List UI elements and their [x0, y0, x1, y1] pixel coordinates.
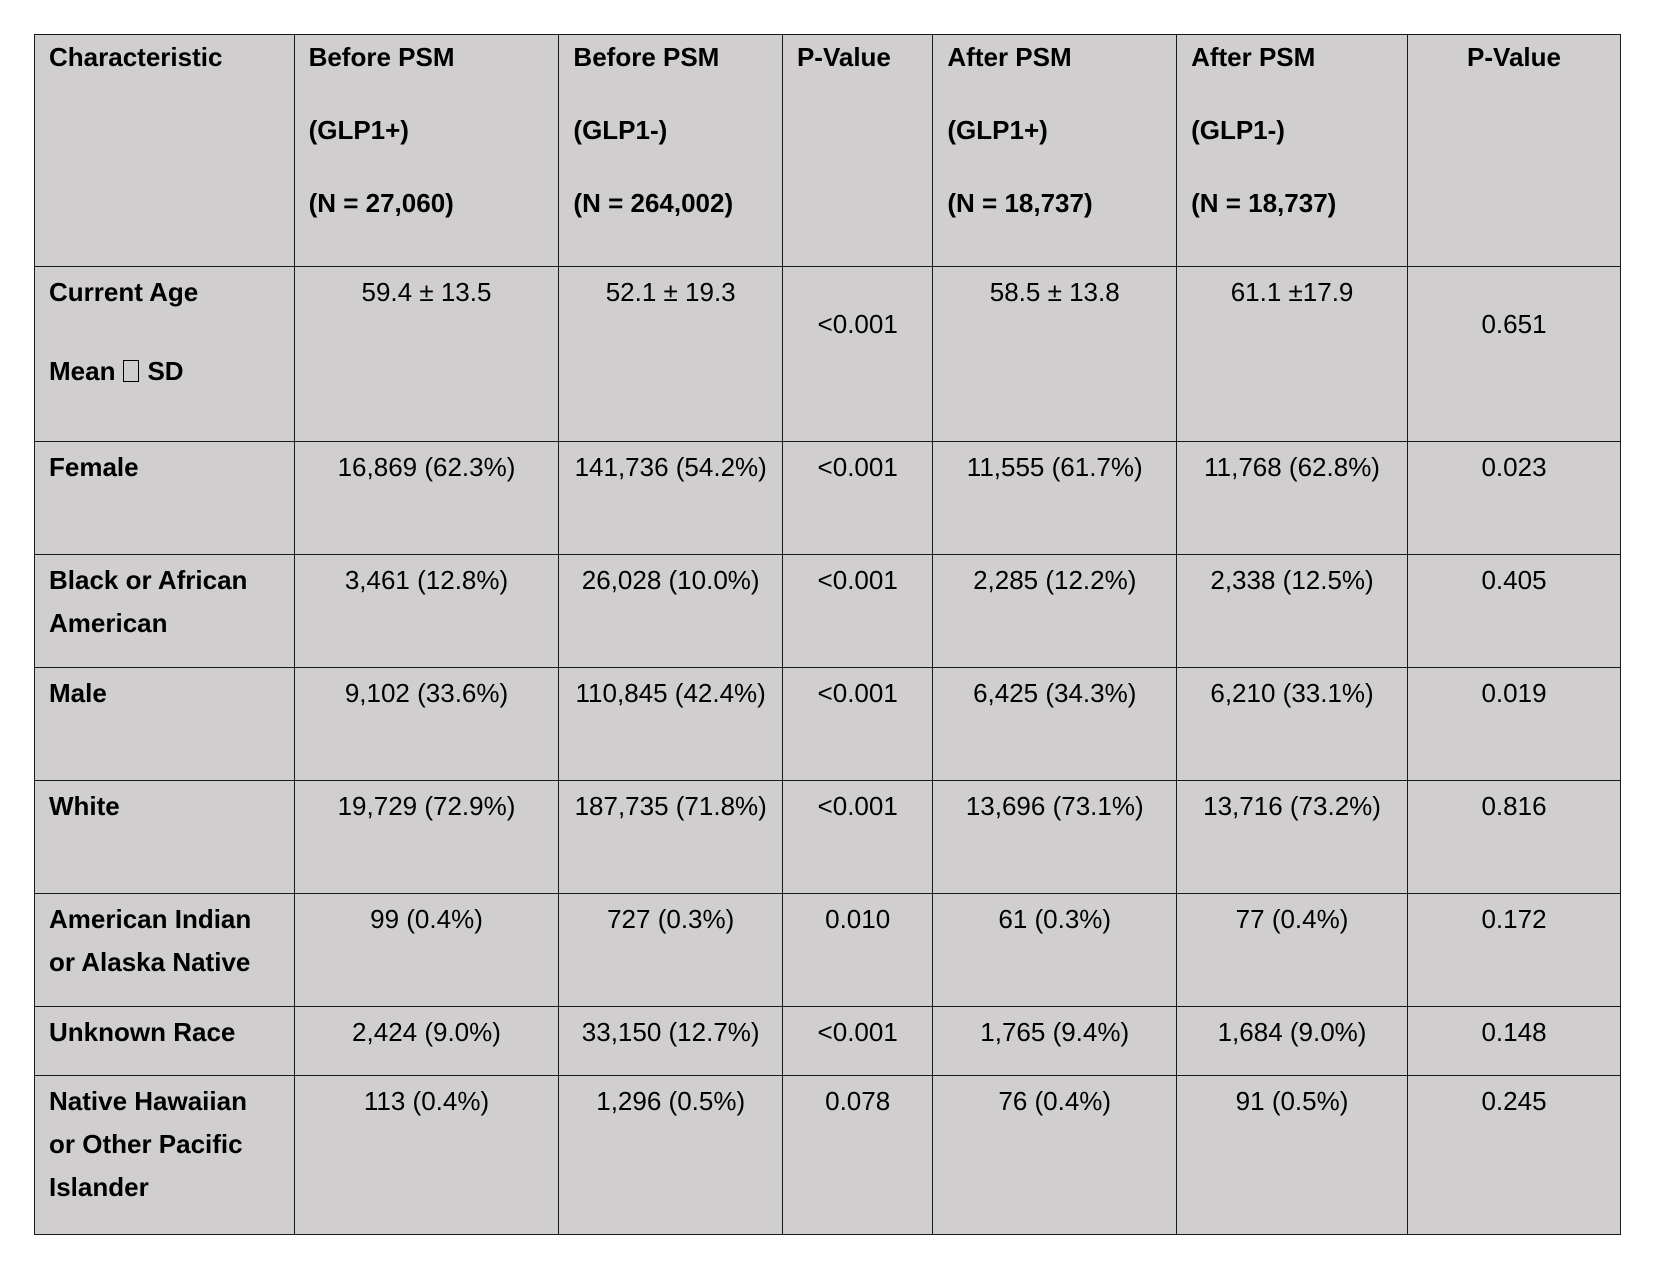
row-label: Female	[34, 441, 295, 555]
header-line: P-Value	[796, 42, 891, 72]
cell-value: 6,425 (34.3%)	[932, 667, 1178, 781]
cell-value: 113 (0.4%)	[293, 1075, 560, 1235]
cell-value: 1,684 (9.0%)	[1176, 1006, 1409, 1076]
cell-p-value: 0.816	[1407, 780, 1621, 894]
header-line: Characteristic	[49, 42, 223, 72]
row-label: Unknown Race	[34, 1006, 295, 1076]
header-line: (N = 18,737)	[947, 188, 1093, 218]
cell-value: 2,285 (12.2%)	[932, 554, 1178, 668]
row-label-current-age: Current Age Mean SD	[34, 266, 295, 442]
header-p-value-after: P-Value	[1407, 34, 1621, 267]
table-row: White 19,729 (72.9%) 187,735 (71.8%) <0.…	[34, 780, 1621, 894]
cell-value: 13,716 (73.2%)	[1176, 780, 1409, 894]
age-label-sd: SD	[147, 356, 184, 387]
cell-value: 16,869 (62.3%)	[293, 441, 560, 555]
header-characteristic: Characteristic	[34, 34, 295, 267]
cell-value: 1,296 (0.5%)	[558, 1075, 783, 1235]
header-line: (GLP1-)	[1191, 115, 1285, 145]
header-line: After PSM	[947, 42, 1072, 72]
header-after-psm-glp1-positive: After PSM (GLP1+) (N = 18,737)	[932, 34, 1178, 267]
cell-p-value: <0.001	[781, 266, 934, 442]
cell-value: 187,735 (71.8%)	[558, 780, 783, 894]
age-label-line2: Mean SD	[49, 350, 280, 393]
cell-value: 91 (0.5%)	[1176, 1075, 1409, 1235]
header-before-psm-glp1-negative: Before PSM (GLP1-) (N = 264,002)	[558, 34, 783, 267]
cell-p-value: <0.001	[781, 667, 934, 781]
header-line: (GLP1+)	[308, 115, 409, 145]
table-header-row: Characteristic Before PSM (GLP1+) (N = 2…	[34, 34, 1621, 267]
cell-value: 2,424 (9.0%)	[293, 1006, 560, 1076]
cell-value: 61 (0.3%)	[932, 893, 1178, 1007]
demographics-table: Characteristic Before PSM (GLP1+) (N = 2…	[34, 34, 1621, 1235]
row-label: American Indian or Alaska Native	[34, 893, 295, 1007]
cell-p-value: <0.001	[781, 1006, 934, 1076]
header-after-psm-glp1-negative: After PSM (GLP1-) (N = 18,737)	[1176, 34, 1409, 267]
cell-value: 52.1 ± 19.3	[558, 266, 783, 442]
cell-p-value: 0.078	[781, 1075, 934, 1235]
table-row: Female 16,869 (62.3%) 141,736 (54.2%) <0…	[34, 441, 1621, 555]
missing-glyph-box-icon	[123, 360, 140, 383]
header-line: (N = 264,002)	[573, 188, 734, 218]
cell-p-value: <0.001	[781, 554, 934, 668]
cell-p-value: 0.172	[1407, 893, 1621, 1007]
header-line: (GLP1-)	[573, 115, 668, 145]
cell-value: 727 (0.3%)	[558, 893, 783, 1007]
header-line: After PSM	[1191, 42, 1316, 72]
header-line: Before PSM	[573, 42, 720, 72]
cell-value: 33,150 (12.7%)	[558, 1006, 783, 1076]
table-row-current-age: Current Age Mean SD 59.4 ± 13.5 52.1 ± 19…	[34, 266, 1621, 442]
cell-value: 76 (0.4%)	[932, 1075, 1178, 1235]
row-label: White	[34, 780, 295, 894]
cell-value: 2,338 (12.5%)	[1176, 554, 1409, 668]
row-label: Male	[34, 667, 295, 781]
cell-value: 13,696 (73.1%)	[932, 780, 1178, 894]
cell-p-value: 0.148	[1407, 1006, 1621, 1076]
header-line: (N = 27,060)	[308, 188, 454, 218]
cell-value: 77 (0.4%)	[1176, 893, 1409, 1007]
cell-p-value: 0.010	[781, 893, 934, 1007]
header-line: (N = 18,737)	[1191, 188, 1337, 218]
cell-value: 11,555 (61.7%)	[932, 441, 1178, 555]
age-label-mean: Mean	[49, 356, 116, 387]
cell-p-value: 0.023	[1407, 441, 1621, 555]
cell-value: 141,736 (54.2%)	[558, 441, 783, 555]
cell-value: 110,845 (42.4%)	[558, 667, 783, 781]
row-label: Black or African American	[34, 554, 295, 668]
cell-value: 11,768 (62.8%)	[1176, 441, 1409, 555]
table-row: Unknown Race 2,424 (9.0%) 33,150 (12.7%)…	[34, 1006, 1621, 1076]
cell-value: 6,210 (33.1%)	[1176, 667, 1409, 781]
cell-p-value: 0.651	[1407, 266, 1621, 442]
age-label-line1: Current Age	[49, 277, 199, 307]
table-row: Native Hawaiian or Other Pacific Islande…	[34, 1075, 1621, 1235]
cell-value: 26,028 (10.0%)	[558, 554, 783, 668]
cell-value: 58.5 ± 13.8	[932, 266, 1178, 442]
row-label: Native Hawaiian or Other Pacific Islande…	[34, 1075, 295, 1235]
header-before-psm-glp1-positive: Before PSM (GLP1+) (N = 27,060)	[293, 34, 560, 267]
cell-value: 61.1 ±17.9	[1176, 266, 1409, 442]
cell-p-value: 0.019	[1407, 667, 1621, 781]
header-line: Before PSM	[308, 42, 455, 72]
cell-value: 99 (0.4%)	[293, 893, 560, 1007]
cell-value: 59.4 ± 13.5	[293, 266, 560, 442]
header-line: P-Value	[1467, 42, 1561, 72]
cell-p-value: 0.405	[1407, 554, 1621, 668]
cell-p-value: <0.001	[781, 441, 934, 555]
header-line: (GLP1+)	[947, 115, 1048, 145]
cell-value: 9,102 (33.6%)	[293, 667, 560, 781]
table-row: American Indian or Alaska Native 99 (0.4…	[34, 893, 1621, 1007]
cell-p-value: 0.245	[1407, 1075, 1621, 1235]
cell-p-value: <0.001	[781, 780, 934, 894]
table-row: Black or African American 3,461 (12.8%) …	[34, 554, 1621, 668]
demographics-table-container: Characteristic Before PSM (GLP1+) (N = 2…	[34, 34, 1621, 1235]
cell-value: 1,765 (9.4%)	[932, 1006, 1178, 1076]
cell-value: 19,729 (72.9%)	[293, 780, 560, 894]
table-row: Male 9,102 (33.6%) 110,845 (42.4%) <0.00…	[34, 667, 1621, 781]
cell-value: 3,461 (12.8%)	[293, 554, 560, 668]
header-p-value-before: P-Value	[781, 34, 934, 267]
